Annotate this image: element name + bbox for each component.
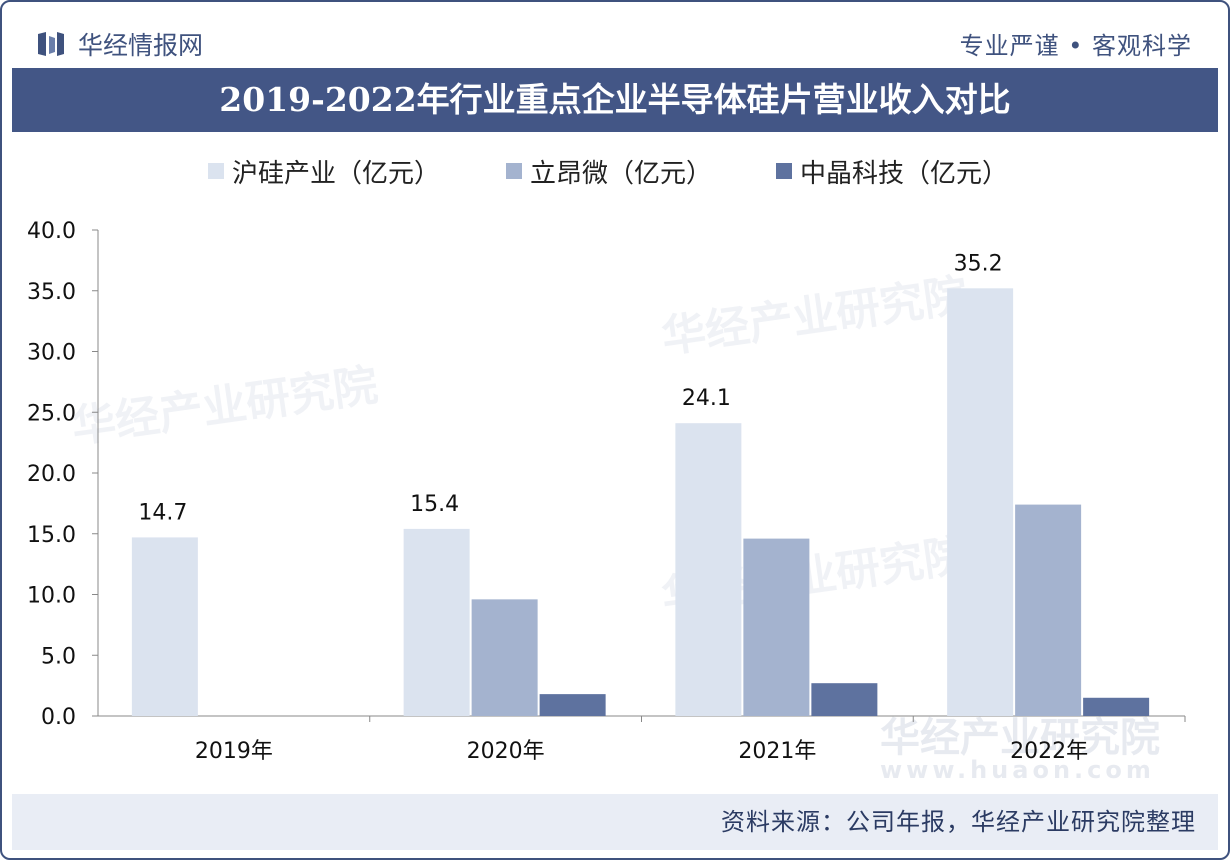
legend-swatch <box>506 163 522 179</box>
bar <box>1015 504 1082 716</box>
x-tick-label: 2019年 <box>195 739 273 764</box>
y-tick-label: 10.0 <box>27 584 76 609</box>
bar <box>675 423 742 716</box>
y-tick-label: 25.0 <box>27 401 76 426</box>
data-label: 24.1 <box>682 386 731 411</box>
legend-swatch <box>208 163 224 179</box>
slogan: 专业严谨 • 客观科学 <box>959 32 1192 60</box>
brand-name: 华经情报网 <box>78 31 204 60</box>
bar <box>403 528 470 716</box>
top-bar: 华经情报网 专业严谨 • 客观科学 <box>0 0 1230 68</box>
data-label: 15.4 <box>410 492 459 517</box>
bar <box>811 683 878 716</box>
legend-item: 中晶科技（亿元） <box>776 152 1008 190</box>
legend-item: 沪硅产业（亿元） <box>208 152 440 190</box>
footer: 资料来源：公司年报，华经产业研究院整理 <box>12 794 1218 850</box>
y-tick-label: 30.0 <box>27 341 76 366</box>
y-tick-label: 0.0 <box>41 705 76 730</box>
brand-logo-icon <box>38 32 64 56</box>
x-tick-label: 2020年 <box>467 739 545 764</box>
x-tick-label: 2021年 <box>738 739 816 764</box>
bar <box>131 537 198 716</box>
bar <box>471 599 538 716</box>
y-tick-label: 35.0 <box>27 280 76 305</box>
legend-swatch <box>776 163 792 179</box>
legend-label: 立昂微（亿元） <box>530 158 713 189</box>
y-tick-label: 20.0 <box>27 462 76 487</box>
bar <box>743 538 810 716</box>
source-note: 资料来源：公司年报，华经产业研究院整理 <box>721 808 1196 836</box>
data-label: 14.7 <box>138 500 187 525</box>
x-tick-label: 2022年 <box>1010 739 1088 764</box>
bar <box>539 694 606 716</box>
y-tick-label: 5.0 <box>41 644 76 669</box>
bar <box>1083 697 1150 716</box>
y-tick-label: 40.0 <box>27 219 76 244</box>
legend: 沪硅产业（亿元） 立昂微（亿元） 中晶科技（亿元） <box>0 152 1230 190</box>
y-tick-label: 15.0 <box>27 523 76 548</box>
legend-item: 立昂微（亿元） <box>506 152 712 190</box>
legend-label: 中晶科技（亿元） <box>800 158 1009 189</box>
chart-title: 2019-2022年行业重点企业半导体硅片营业收入对比 <box>219 80 1011 119</box>
title-bar: 2019-2022年行业重点企业半导体硅片营业收入对比 <box>12 68 1218 132</box>
data-label: 35.2 <box>954 251 1003 276</box>
legend-label: 沪硅产业（亿元） <box>232 158 441 189</box>
bar <box>947 288 1014 716</box>
